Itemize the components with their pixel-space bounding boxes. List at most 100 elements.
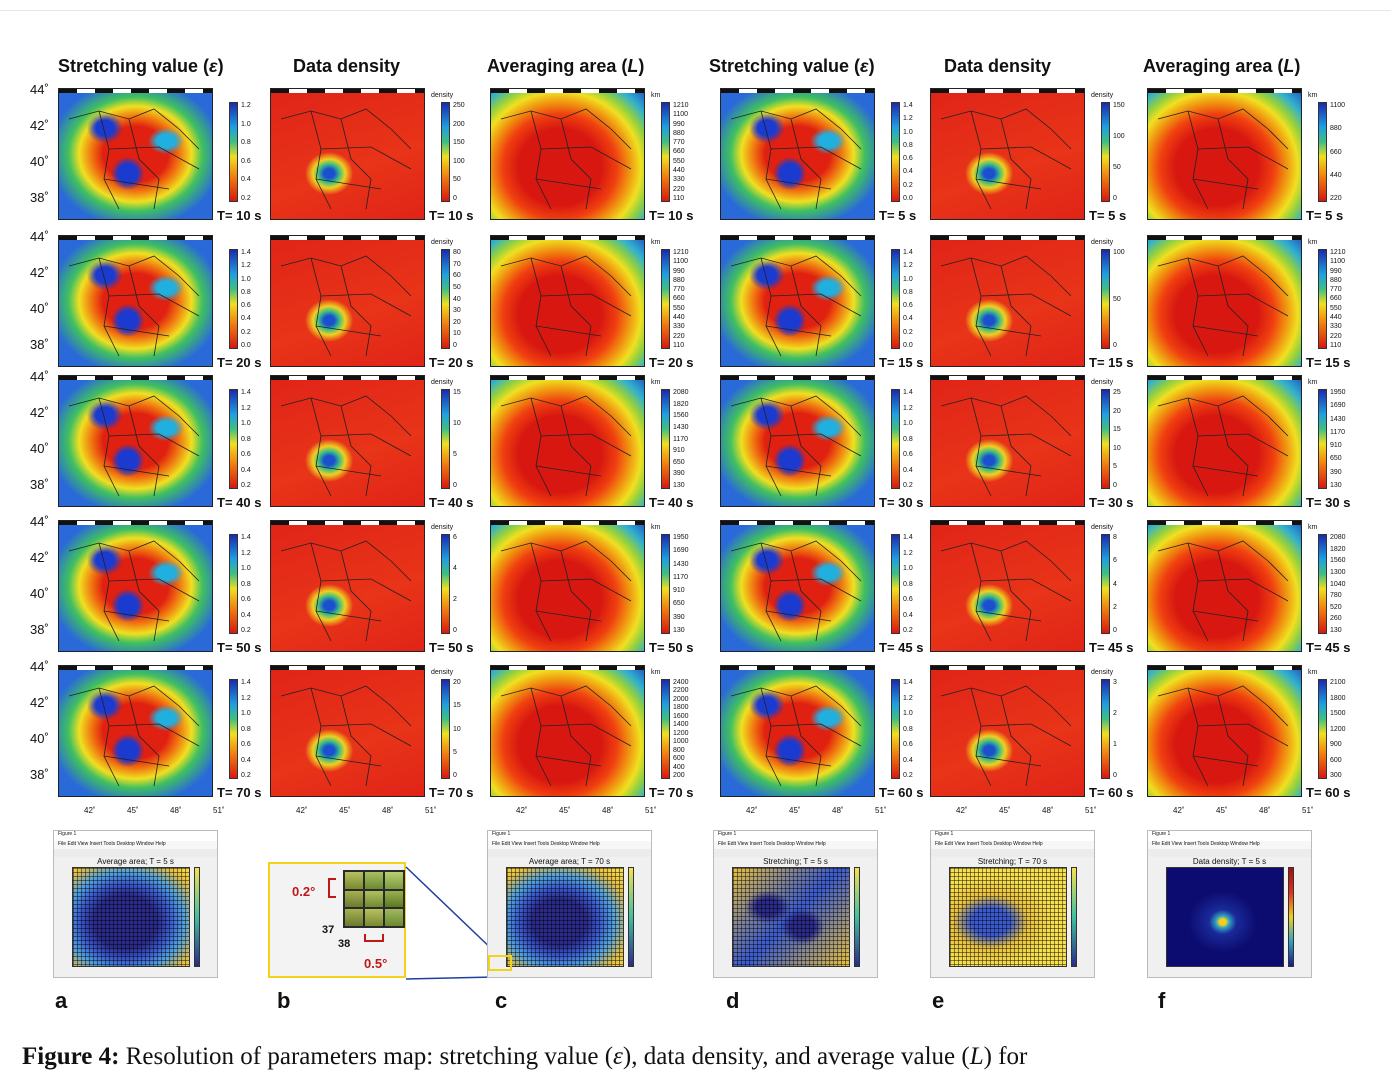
colorbar-tick-label: 1.2 <box>241 404 251 412</box>
colorbar-tick-label: 20 <box>453 318 461 326</box>
colorbar-tick-label: 1300 <box>1330 568 1346 576</box>
colorbar-tick-label: 1.0 <box>241 565 251 572</box>
matlab-window-density-5s: Figure 1 File Edit View Insert Tools Des… <box>1147 830 1312 978</box>
latitude-label: 44˚ <box>30 82 49 97</box>
longitude-label: 45˚ <box>559 806 571 815</box>
colorbar-tick-label: 1.2 <box>241 102 251 109</box>
colorbar-unit: km <box>1308 379 1318 386</box>
map-panel <box>930 375 1085 507</box>
window-title: Figure 1 <box>1148 831 1311 841</box>
colorbar-tick-label: 0.4 <box>241 315 251 323</box>
period-label: T= 10 s <box>648 208 695 223</box>
matlab-window-average-70s: Figure 1 File Edit View Insert Tools Des… <box>487 830 652 978</box>
colorbar-unit: km <box>1308 92 1318 99</box>
period-label: T= 10 s <box>216 208 263 223</box>
colorbar-tick-label: 1.0 <box>903 275 913 283</box>
period-label: T= 60 s <box>1305 785 1352 800</box>
colorbar-ticks: 80 70 60 50 40 30 20 10 0 <box>453 249 461 349</box>
colorbar-tick-label: 2400 <box>673 679 689 686</box>
colorbar-tick-label: 660 <box>673 148 685 156</box>
period-label: T= 15 s <box>878 355 925 370</box>
period-label: T= 45 s <box>878 640 925 655</box>
colorbar-unit: density <box>431 239 454 246</box>
colorbar-tick-label: 1100 <box>1330 258 1346 266</box>
window-toolbar <box>714 849 877 857</box>
cell-width-label: 0.5° <box>364 956 388 971</box>
latitude-label: 38˚ <box>30 477 49 492</box>
colorbar-ticks: 1.4 1.2 1.0 0.8 0.6 0.4 0.2 0.0 <box>903 102 913 202</box>
colorbar <box>1101 102 1110 202</box>
colorbar <box>229 102 238 202</box>
longitude-label: 51˚ <box>425 806 437 815</box>
country-borders <box>1157 255 1289 357</box>
colorbar-tick-label: 1430 <box>673 560 689 568</box>
colorbar-tick-label: 330 <box>673 323 685 331</box>
colorbar-tick-label: 390 <box>1330 468 1342 476</box>
colorbar-tick-label: 0.6 <box>903 596 913 603</box>
colorbar-tick-label: 0.0 <box>241 341 251 349</box>
country-borders <box>68 685 200 787</box>
colorbar-tick-label: 0.8 <box>903 725 913 733</box>
country-borders <box>280 540 412 642</box>
plot-title: Stretching; T = 70 s <box>977 857 1048 866</box>
window-menu: File Edit View Insert Tools Desktop Wind… <box>714 841 877 849</box>
colorbar-unit: km <box>651 669 661 676</box>
colorbar-unit: km <box>651 239 661 246</box>
colorbar-tick-label: 0 <box>1113 195 1117 202</box>
colorbar-ticks: 20 15 10 5 0 <box>453 679 461 779</box>
period-label: T= 60 s <box>878 785 925 800</box>
colorbar-tick-label: 1.2 <box>903 262 913 270</box>
colorbar-ticks: 1100 880 660 440 220 <box>1330 102 1345 202</box>
window-menu: File Edit View Insert Tools Desktop Wind… <box>488 841 651 849</box>
colorbar-tick-label: 880 <box>1330 276 1342 284</box>
map-panel <box>58 520 213 652</box>
colorbar-ticks: 1.4 1.2 1.0 0.8 0.6 0.4 0.2 0.0 <box>241 249 251 349</box>
longitude-label: 51˚ <box>1302 806 1314 815</box>
colorbar-tick-label: 1.2 <box>903 694 913 702</box>
map-panel <box>930 235 1085 367</box>
colorbar-tick-label: 4 <box>1113 580 1117 588</box>
period-label: T= 20 s <box>648 355 695 370</box>
latitude-label: 42˚ <box>30 405 49 420</box>
country-borders <box>280 108 412 210</box>
window-toolbar <box>54 849 217 857</box>
colorbar-ticks: 1210 1100 990 880 770 660 550 440 330 220 110 <box>1330 249 1346 349</box>
longitude-label: 48˚ <box>1259 806 1271 815</box>
latitude-label: 44˚ <box>30 659 49 674</box>
colorbar <box>1071 867 1077 967</box>
colorbar-tick-label: 0.2 <box>241 194 251 202</box>
colorbar-tick-label: 1170 <box>1330 428 1346 436</box>
country-borders <box>68 395 200 497</box>
longitude-label: 51˚ <box>1085 806 1097 815</box>
colorbar-tick-label: 130 <box>1330 627 1342 634</box>
colorbar-tick-label: 1690 <box>673 547 689 555</box>
zoom-inset: 0.2° 37 38 0.5° <box>268 862 406 978</box>
colorbar-tick-label: 220 <box>673 185 685 193</box>
colorbar-tick-label: 0.6 <box>241 741 251 748</box>
colorbar <box>1288 867 1294 967</box>
zoom-highlight <box>488 955 512 971</box>
colorbar-tick-label: 390 <box>673 470 685 478</box>
colorbar-tick-label: 440 <box>673 314 685 322</box>
map-panel <box>720 520 875 652</box>
colorbar-tick-label: 30 <box>453 307 461 315</box>
colorbar-tick-label: 5 <box>1113 463 1117 471</box>
longitude-label: 48˚ <box>170 806 182 815</box>
period-label: T= 40 s <box>216 495 263 510</box>
map-panel <box>490 235 645 367</box>
colorbar-tick-label: 880 <box>673 129 685 137</box>
colorbar-tick-label: 0.2 <box>241 482 251 489</box>
colorbar-tick-label: 0.8 <box>903 288 913 296</box>
colorbar-tick-label: 1.0 <box>241 710 251 717</box>
map-panel <box>490 665 645 797</box>
map-panel <box>270 665 425 797</box>
colorbar-ticks: 1950 1690 1430 1170 910 650 390 130 <box>1330 389 1346 489</box>
colorbar <box>1101 534 1110 634</box>
period-label: T= 20 s <box>428 355 475 370</box>
colorbar-tick-label: 1100 <box>673 258 689 266</box>
colorbar-tick-label: 220 <box>1330 332 1342 340</box>
colorbar-tick-label: 990 <box>673 267 685 275</box>
colorbar-tick-label: 0.4 <box>903 466 913 474</box>
period-label: T= 15 s <box>1305 355 1352 370</box>
